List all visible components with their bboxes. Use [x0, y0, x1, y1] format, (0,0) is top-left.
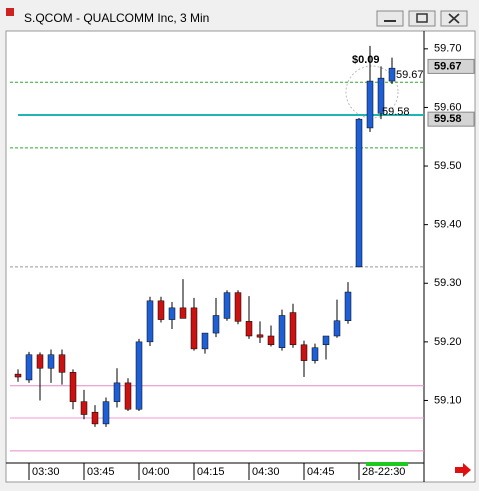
y-tick-label: 59.60	[434, 101, 462, 113]
candle-body	[388, 67, 396, 82]
candle-body	[14, 373, 22, 378]
session-bar	[366, 462, 408, 466]
x-tick-label: 03:30	[32, 466, 60, 478]
x-tick-label: 04:00	[142, 466, 170, 478]
candle-body	[80, 401, 88, 415]
candle-body	[355, 118, 363, 268]
y-tick-label: 59.20	[434, 336, 462, 348]
y-tick-label: 59.30	[434, 277, 462, 289]
candle-body	[333, 320, 341, 337]
candle-body	[377, 77, 385, 114]
y-tick-label: 59.40	[434, 219, 462, 231]
candle-body	[157, 300, 165, 320]
candle-body	[168, 307, 176, 320]
x-tick-label: 04:45	[307, 466, 335, 478]
candle-body	[69, 372, 77, 402]
candle-body	[289, 312, 297, 346]
x-tick-label: 03:45	[87, 466, 115, 478]
candle-body	[245, 321, 253, 337]
candle-body	[366, 80, 374, 129]
candle-body	[212, 315, 220, 334]
candle-body	[223, 292, 231, 319]
candle-body	[58, 354, 66, 373]
candle-body	[124, 382, 132, 410]
y-tick-label: 59.50	[434, 160, 462, 172]
x-tick-label: 04:15	[197, 466, 225, 478]
candle-body	[36, 354, 44, 369]
y-tick-label: 59.10	[434, 394, 462, 406]
window-icon	[6, 8, 14, 16]
candle-body	[267, 335, 275, 346]
candle-body	[190, 307, 198, 350]
candle-body	[113, 382, 121, 402]
chart-area	[5, 30, 476, 483]
candle-body	[300, 344, 308, 361]
candle-body	[256, 334, 264, 338]
price-marker	[427, 58, 475, 74]
maximize-icon	[416, 13, 428, 23]
annotation: 59.58	[382, 106, 410, 118]
candle-body	[179, 307, 187, 319]
annotation: $0.09	[352, 54, 380, 66]
candle-body	[47, 354, 55, 369]
x-tick-label: 04:30	[252, 466, 280, 478]
candle-body	[278, 315, 286, 348]
candle-body	[146, 300, 154, 343]
candle-body	[91, 411, 99, 425]
window-title: S.QCOM - QUALCOMM Inc, 3 Min	[24, 11, 209, 25]
price-marker-label: 59.67	[434, 60, 462, 72]
price-marker-label: 59.58	[434, 113, 462, 125]
candle-body	[25, 354, 33, 381]
candle-body	[135, 341, 143, 410]
candle-body	[344, 291, 352, 322]
maximize-button[interactable]	[408, 10, 436, 27]
x-tick-label: 28-22:30	[362, 466, 405, 478]
annotation: 59.67	[396, 69, 424, 81]
candle-body	[102, 401, 110, 425]
candle-body	[234, 292, 242, 322]
scroll-arrow[interactable]	[455, 463, 471, 477]
minimize-button[interactable]	[376, 10, 404, 27]
candle-body	[201, 332, 209, 350]
candle-body	[311, 347, 319, 361]
candle-body	[322, 335, 330, 346]
close-icon	[448, 13, 460, 24]
y-tick-label: 59.70	[434, 43, 462, 55]
price-marker	[427, 111, 475, 127]
